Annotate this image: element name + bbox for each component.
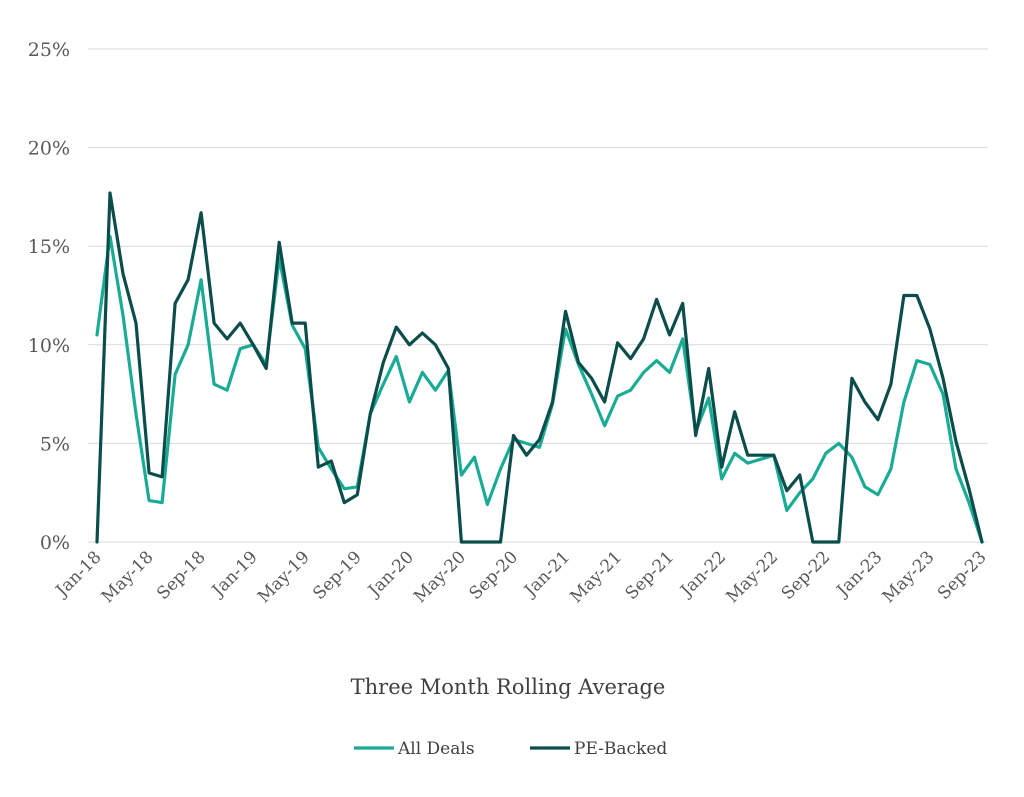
x-tick-label: Sep-18 [153, 547, 210, 604]
x-axis-ticks: Jan-18May-18Sep-18Jan-19May-19Sep-19Jan-… [51, 547, 991, 607]
x-tick-label: May-19 [254, 547, 314, 607]
legend: All Deals PE-Backed [354, 739, 667, 759]
y-tick-label: 5% [40, 433, 70, 455]
x-tick-label: May-20 [410, 547, 470, 607]
series-line-all-deals [95, 234, 984, 544]
x-tick-label: Sep-20 [465, 547, 522, 604]
series-lines [95, 191, 984, 544]
y-tick-label: 20% [28, 138, 70, 160]
y-tick-label: 0% [40, 532, 70, 554]
y-tick-label: 10% [28, 335, 70, 357]
x-tick-label: May-23 [879, 547, 939, 607]
y-tick-label: 25% [28, 39, 70, 61]
x-tick-label: Sep-22 [778, 547, 835, 604]
x-tick-label: Sep-19 [309, 547, 366, 604]
x-tick-label: May-22 [723, 547, 783, 607]
x-tick-label: May-18 [98, 547, 158, 607]
series-line-pe-backed [95, 191, 984, 544]
x-tick-label: Sep-21 [622, 547, 679, 604]
y-axis-ticks: 0% 5% 10% 15% 20% 25% [28, 39, 70, 554]
gridlines [88, 48, 988, 543]
legend-label-pe-backed: PE-Backed [574, 739, 667, 759]
x-tick-label: Sep-23 [934, 547, 991, 604]
y-tick-label: 15% [28, 236, 70, 258]
x-axis-label: Three Month Rolling Average [351, 675, 666, 699]
x-tick-label: May-21 [566, 547, 626, 607]
legend-label-all-deals: All Deals [397, 739, 475, 759]
